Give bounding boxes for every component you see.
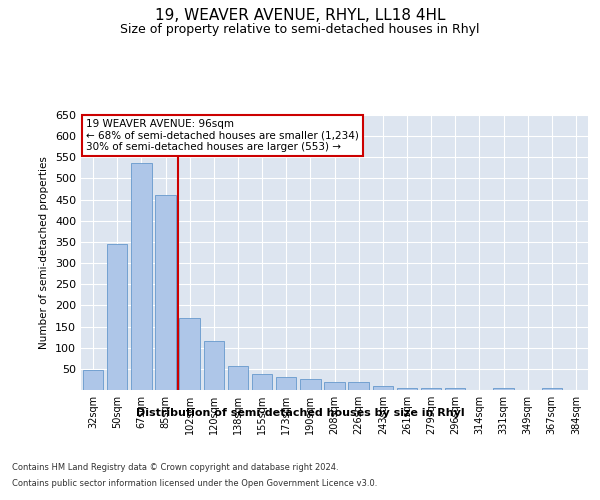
Bar [421,388,442,390]
Text: Distribution of semi-detached houses by size in Rhyl: Distribution of semi-detached houses by … [136,408,464,418]
Bar [179,318,200,390]
Y-axis label: Number of semi-detached properties: Number of semi-detached properties [40,156,49,349]
Bar [445,388,466,390]
Bar [349,382,369,390]
Text: 19 WEAVER AVENUE: 96sqm
← 68% of semi-detached houses are smaller (1,234)
30% of: 19 WEAVER AVENUE: 96sqm ← 68% of semi-de… [86,119,359,152]
Text: Size of property relative to semi-detached houses in Rhyl: Size of property relative to semi-detach… [120,22,480,36]
Bar [493,388,514,390]
Bar [324,382,345,390]
Text: Contains public sector information licensed under the Open Government Licence v3: Contains public sector information licen… [12,479,377,488]
Bar [155,194,176,390]
Bar [203,340,224,390]
Bar [83,370,103,390]
Bar [276,378,296,390]
Bar [300,380,320,390]
Text: Contains HM Land Registry data © Crown copyright and database right 2024.: Contains HM Land Registry data © Crown c… [12,462,338,471]
Bar [227,366,248,390]
Bar [373,386,393,390]
Text: 19, WEAVER AVENUE, RHYL, LL18 4HL: 19, WEAVER AVENUE, RHYL, LL18 4HL [155,8,445,22]
Bar [252,374,272,390]
Bar [107,244,127,390]
Bar [542,388,562,390]
Bar [397,388,417,390]
Bar [131,163,152,390]
